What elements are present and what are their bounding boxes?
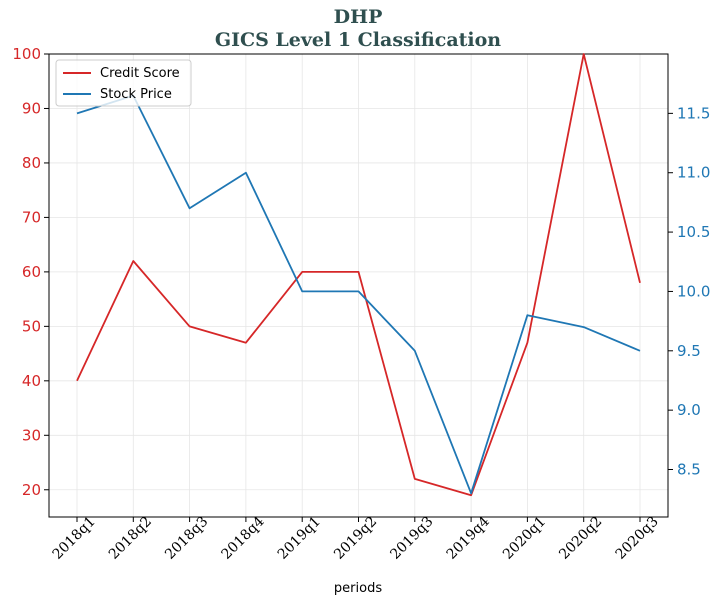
- right-tick-label: 9.0: [677, 401, 701, 419]
- right-tick-label: 10.5: [677, 223, 710, 241]
- left-tick-label: 90: [22, 99, 41, 117]
- legend: Credit Score Stock Price: [55, 59, 192, 107]
- left-tick-label: 40: [22, 372, 41, 390]
- left-tick-label: 30: [22, 426, 41, 444]
- right-tick-label: 9.5: [677, 342, 701, 360]
- x-tick-label: 2020q2: [556, 514, 605, 563]
- x-tick-label: 2018q1: [50, 514, 99, 563]
- right-tick-label: 11.5: [677, 104, 710, 122]
- left-tick-label: 80: [22, 154, 41, 172]
- x-tick-label: 2019q3: [387, 514, 436, 563]
- x-tick-label: 2018q4: [218, 514, 267, 563]
- x-tick-label: 2019q4: [444, 514, 493, 563]
- right-tick-label: 10.0: [677, 282, 710, 300]
- chart-subtitle: GICS Level 1 Classification: [215, 29, 501, 51]
- x-tick-label: 2019q2: [331, 514, 380, 563]
- x-tick-label: 2018q2: [106, 514, 155, 563]
- left-axis: 20 30 40 50 60 70 80 90 100: [12, 45, 49, 499]
- x-tick-label: 2018q3: [162, 514, 211, 563]
- x-tick-label: 2020q1: [500, 514, 549, 563]
- x-axis-label: periods: [334, 581, 382, 596]
- left-tick-label: 60: [22, 263, 41, 281]
- right-tick-label: 11.0: [677, 164, 710, 182]
- right-tick-label: 8.5: [677, 461, 701, 479]
- left-tick-label: 70: [22, 208, 41, 226]
- chart-title: DHP: [334, 6, 383, 28]
- x-tick-label: 2020q3: [613, 514, 662, 563]
- grid: [49, 53, 668, 517]
- left-tick-label: 20: [22, 481, 41, 499]
- series-layer: [76, 53, 641, 497]
- legend-label-stock-price: Stock Price: [100, 87, 172, 102]
- series-line-credit-score: [76, 53, 641, 497]
- right-axis: 8.5 9.0 9.5 10.0 10.5 11.0 11.5: [668, 104, 710, 479]
- series-line-stock-price: [76, 94, 641, 495]
- x-tick-label: 2019q1: [275, 514, 324, 563]
- x-axis: 2018q1 2018q2 2018q3 2018q4 2019q1 2019q2 2019…: [50, 514, 662, 563]
- left-tick-label: 100: [12, 45, 41, 63]
- left-tick-label: 50: [22, 317, 41, 335]
- legend-label-credit-score: Credit Score: [100, 66, 180, 81]
